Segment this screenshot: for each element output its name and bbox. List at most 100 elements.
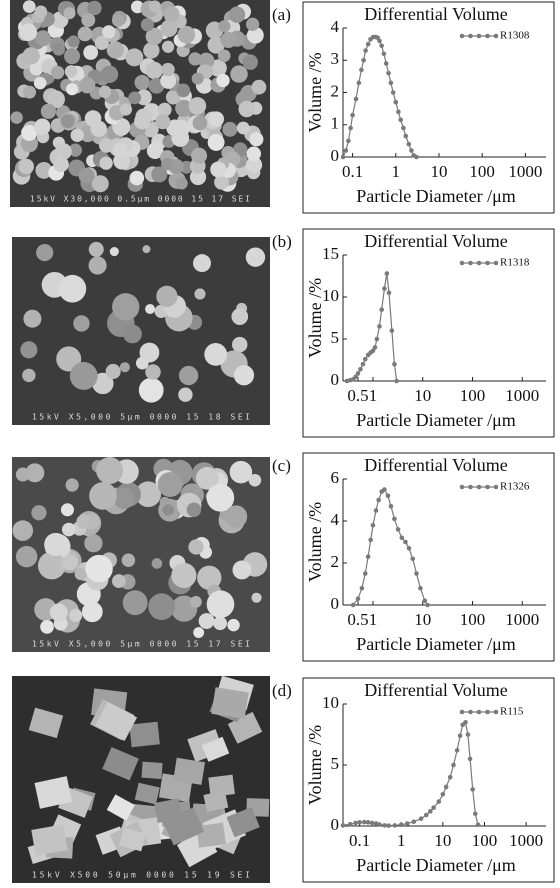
data-point xyxy=(398,822,404,828)
particle xyxy=(112,143,127,158)
data-point xyxy=(358,366,363,372)
particle xyxy=(251,79,267,95)
data-point xyxy=(353,96,359,102)
particle xyxy=(246,26,264,44)
x-axis-label: Particle Diameter /μm xyxy=(356,410,516,430)
particle xyxy=(228,6,246,23)
y-axis-label: Volume /% xyxy=(305,278,325,358)
particle xyxy=(76,514,91,529)
particle xyxy=(31,824,68,856)
particle xyxy=(77,26,93,42)
particle xyxy=(135,481,162,508)
particle xyxy=(88,256,107,275)
data-point xyxy=(356,80,362,86)
particle xyxy=(242,54,259,70)
data-point xyxy=(368,537,373,543)
particle xyxy=(69,362,98,390)
x-tick-label: 10 xyxy=(434,831,451,850)
particle xyxy=(148,0,161,13)
data-point xyxy=(377,822,382,827)
data-point xyxy=(467,756,473,762)
chart-frame xyxy=(302,228,555,438)
data-point xyxy=(401,125,406,131)
particle xyxy=(65,478,79,492)
particle xyxy=(151,558,163,569)
data-point xyxy=(383,61,389,66)
data-point xyxy=(398,117,404,123)
particle xyxy=(83,45,99,60)
particle xyxy=(161,62,175,77)
particle xyxy=(106,41,124,59)
particle xyxy=(135,356,149,370)
particle xyxy=(198,52,215,69)
particle xyxy=(47,90,65,109)
particle xyxy=(211,687,249,720)
particle xyxy=(70,128,84,143)
particle xyxy=(33,76,47,90)
particle xyxy=(121,553,136,567)
particle xyxy=(222,121,238,137)
x-tick-label: 100 xyxy=(460,386,486,405)
data-point xyxy=(365,820,371,825)
particle xyxy=(188,539,204,555)
particle xyxy=(50,65,65,80)
y-tick-label: 5 xyxy=(331,328,340,347)
y-tick-label: 2 xyxy=(331,552,340,571)
particle xyxy=(44,532,68,556)
particle xyxy=(198,613,215,629)
particle xyxy=(203,790,229,812)
particle xyxy=(12,520,34,541)
particle xyxy=(206,590,235,619)
data-point xyxy=(422,598,428,604)
particle xyxy=(113,487,135,510)
particle xyxy=(61,522,76,537)
data-point xyxy=(348,821,353,827)
x-tick-label: 1 xyxy=(397,831,406,850)
particle xyxy=(146,142,164,160)
particle xyxy=(69,608,83,623)
x-tick-label: 100 xyxy=(472,831,498,850)
data-point xyxy=(451,762,456,768)
data-point xyxy=(381,51,387,57)
legend-marker xyxy=(459,484,465,490)
particle xyxy=(64,48,81,65)
x-axis-label: Particle Diameter /μm xyxy=(356,634,516,654)
data-point xyxy=(369,820,375,826)
particle xyxy=(208,774,235,798)
panel-label: (d) xyxy=(272,681,292,700)
particle xyxy=(123,324,142,344)
legend-label: R1326 xyxy=(500,481,530,493)
particle xyxy=(216,73,230,88)
micrograph-info: 15kV X500 50μm 0000 15 19 SEI xyxy=(32,871,250,880)
data-point xyxy=(343,148,349,153)
legend-marker xyxy=(459,33,465,39)
particle xyxy=(90,120,107,138)
legend-marker xyxy=(468,484,473,490)
data-point xyxy=(353,374,359,380)
particle xyxy=(248,473,262,487)
y-tick-label: 2 xyxy=(331,81,340,100)
data-point xyxy=(359,585,365,591)
particle xyxy=(145,304,156,314)
chart-title: Differential Volume xyxy=(364,680,507,700)
data-point xyxy=(399,535,405,541)
particle xyxy=(130,0,144,14)
particle xyxy=(157,472,183,497)
particle xyxy=(68,143,83,157)
particle xyxy=(214,174,229,190)
legend-marker xyxy=(485,260,490,266)
particle xyxy=(67,35,80,48)
particle xyxy=(134,782,160,805)
particle xyxy=(87,0,102,16)
particle xyxy=(165,89,181,105)
y-axis-label: Volume /% xyxy=(305,502,325,582)
x-axis-label: Particle Diameter /μm xyxy=(356,186,516,206)
particle xyxy=(186,502,202,517)
particle xyxy=(122,590,148,616)
particle xyxy=(157,102,172,117)
particle xyxy=(155,114,171,130)
particle xyxy=(34,30,51,47)
particle xyxy=(79,77,96,94)
data-point xyxy=(386,290,392,296)
